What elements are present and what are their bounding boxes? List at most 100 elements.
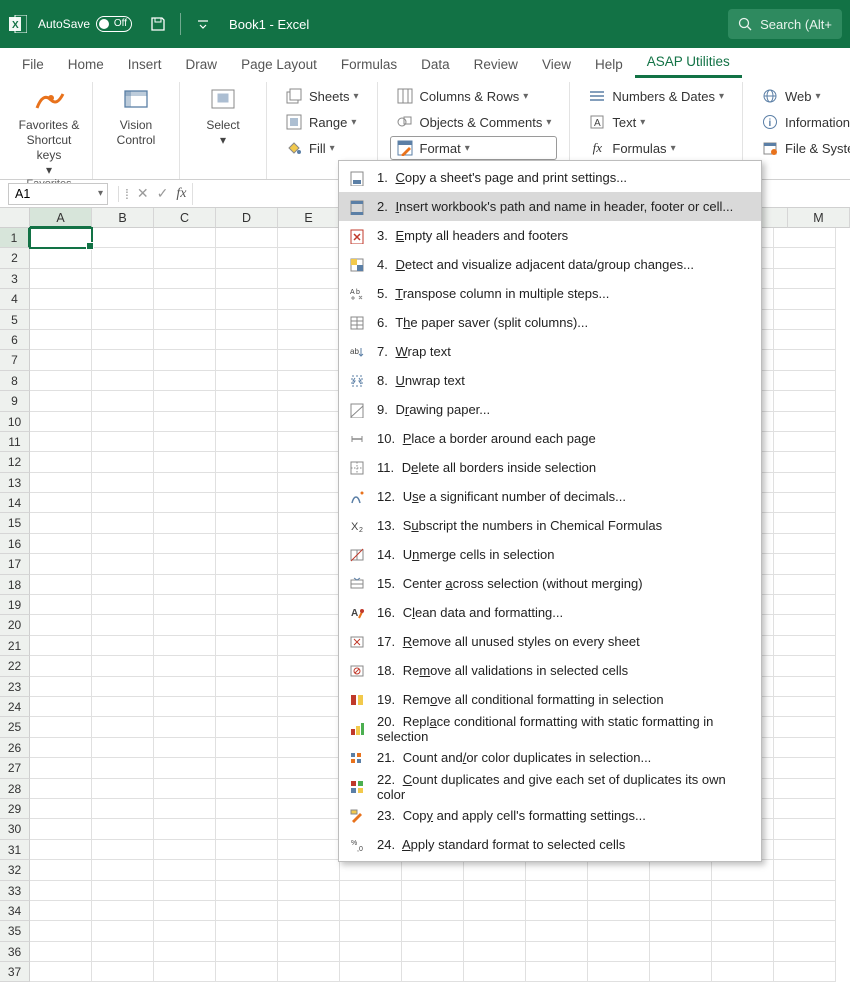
cell[interactable] [774,289,836,309]
cell[interactable] [154,656,216,676]
fill-button[interactable]: Fill▾ [279,136,365,160]
cell[interactable] [30,738,92,758]
tab-data[interactable]: Data [409,51,462,78]
cell[interactable] [774,860,836,880]
cell[interactable] [216,860,278,880]
format-menu-item-23[interactable]: 23. Copy and apply cell's formatting set… [339,801,761,830]
cell[interactable] [154,513,216,533]
cell[interactable] [774,350,836,370]
cell[interactable] [154,534,216,554]
format-menu-item-5[interactable]: Ab5. Transpose column in multiple steps.… [339,279,761,308]
cell[interactable] [154,615,216,635]
cell[interactable] [650,901,712,921]
row-header[interactable]: 15 [0,513,30,533]
cell[interactable] [278,228,340,248]
cell[interactable] [278,432,340,452]
cell[interactable] [774,228,836,248]
tab-help[interactable]: Help [583,51,635,78]
cell[interactable] [154,962,216,982]
cell[interactable] [774,412,836,432]
row-header[interactable]: 9 [0,391,30,411]
cell[interactable] [154,289,216,309]
cell[interactable] [30,391,92,411]
cell[interactable] [774,432,836,452]
numbers-dates-button[interactable]: Numbers & Dates▾ [582,84,730,108]
cell[interactable] [30,473,92,493]
cell[interactable] [402,921,464,941]
cell[interactable] [774,799,836,819]
cell[interactable] [92,371,154,391]
cell[interactable] [92,962,154,982]
cell[interactable] [774,371,836,391]
cell[interactable] [30,717,92,737]
name-box[interactable]: A1 ▾ [8,183,108,205]
cell[interactable] [526,921,588,941]
tab-view[interactable]: View [530,51,583,78]
row-header[interactable]: 27 [0,758,30,778]
cell[interactable] [774,615,836,635]
cell[interactable] [774,330,836,350]
cell[interactable] [30,697,92,717]
format-menu-item-11[interactable]: 11. Delete all borders inside selection [339,453,761,482]
cell[interactable] [92,534,154,554]
cell[interactable] [278,697,340,717]
format-menu-item-22[interactable]: 22. Count duplicates and give each set o… [339,772,761,801]
cell[interactable] [216,513,278,533]
cell[interactable] [774,881,836,901]
cell[interactable] [278,840,340,860]
format-menu-item-3[interactable]: 3. Empty all headers and footers [339,221,761,250]
cell[interactable] [216,942,278,962]
cell[interactable] [92,473,154,493]
cell[interactable] [30,289,92,309]
cell[interactable] [774,921,836,941]
text-button[interactable]: AText▾ [582,110,730,134]
cell[interactable] [154,595,216,615]
cell[interactable] [154,412,216,432]
cell[interactable] [402,860,464,880]
cell[interactable] [216,350,278,370]
cell[interactable] [154,248,216,268]
row-header[interactable]: 36 [0,942,30,962]
cell[interactable] [92,799,154,819]
search-box[interactable]: Search (Alt+ [728,9,842,39]
cell[interactable] [774,636,836,656]
cell[interactable] [154,636,216,656]
tab-home[interactable]: Home [56,51,116,78]
cell[interactable] [216,697,278,717]
format-menu-item-4[interactable]: 4. Detect and visualize adjacent data/gr… [339,250,761,279]
cell[interactable] [154,921,216,941]
cell[interactable] [30,799,92,819]
cell[interactable] [30,840,92,860]
cell[interactable] [774,819,836,839]
cell[interactable] [154,493,216,513]
cell[interactable] [216,554,278,574]
cell[interactable] [216,962,278,982]
cell[interactable] [154,881,216,901]
column-header[interactable]: A [30,208,92,228]
cell[interactable] [154,840,216,860]
format-menu-item-8[interactable]: 8. Unwrap text [339,366,761,395]
row-header[interactable]: 20 [0,615,30,635]
cell[interactable] [588,901,650,921]
favorites-button[interactable]: Favorites &Shortcut keys ▾ [14,82,84,178]
cell[interactable] [92,881,154,901]
cell[interactable] [774,473,836,493]
cell[interactable] [30,269,92,289]
cell[interactable] [30,962,92,982]
cell[interactable] [154,432,216,452]
cell[interactable] [154,860,216,880]
cell[interactable] [216,432,278,452]
fx-icon[interactable]: fx [176,186,186,202]
cell[interactable] [774,738,836,758]
cell[interactable] [278,310,340,330]
cell[interactable] [30,228,92,248]
tab-asap-utilities[interactable]: ASAP Utilities [635,48,742,78]
column-header[interactable]: C [154,208,216,228]
cell[interactable] [464,942,526,962]
cell[interactable] [216,289,278,309]
select-all-corner[interactable] [0,208,30,228]
format-button[interactable]: Format▾ [390,136,558,160]
information-button[interactable]: iInformation▾ [755,110,850,134]
cell[interactable] [30,350,92,370]
row-header[interactable]: 31 [0,840,30,860]
